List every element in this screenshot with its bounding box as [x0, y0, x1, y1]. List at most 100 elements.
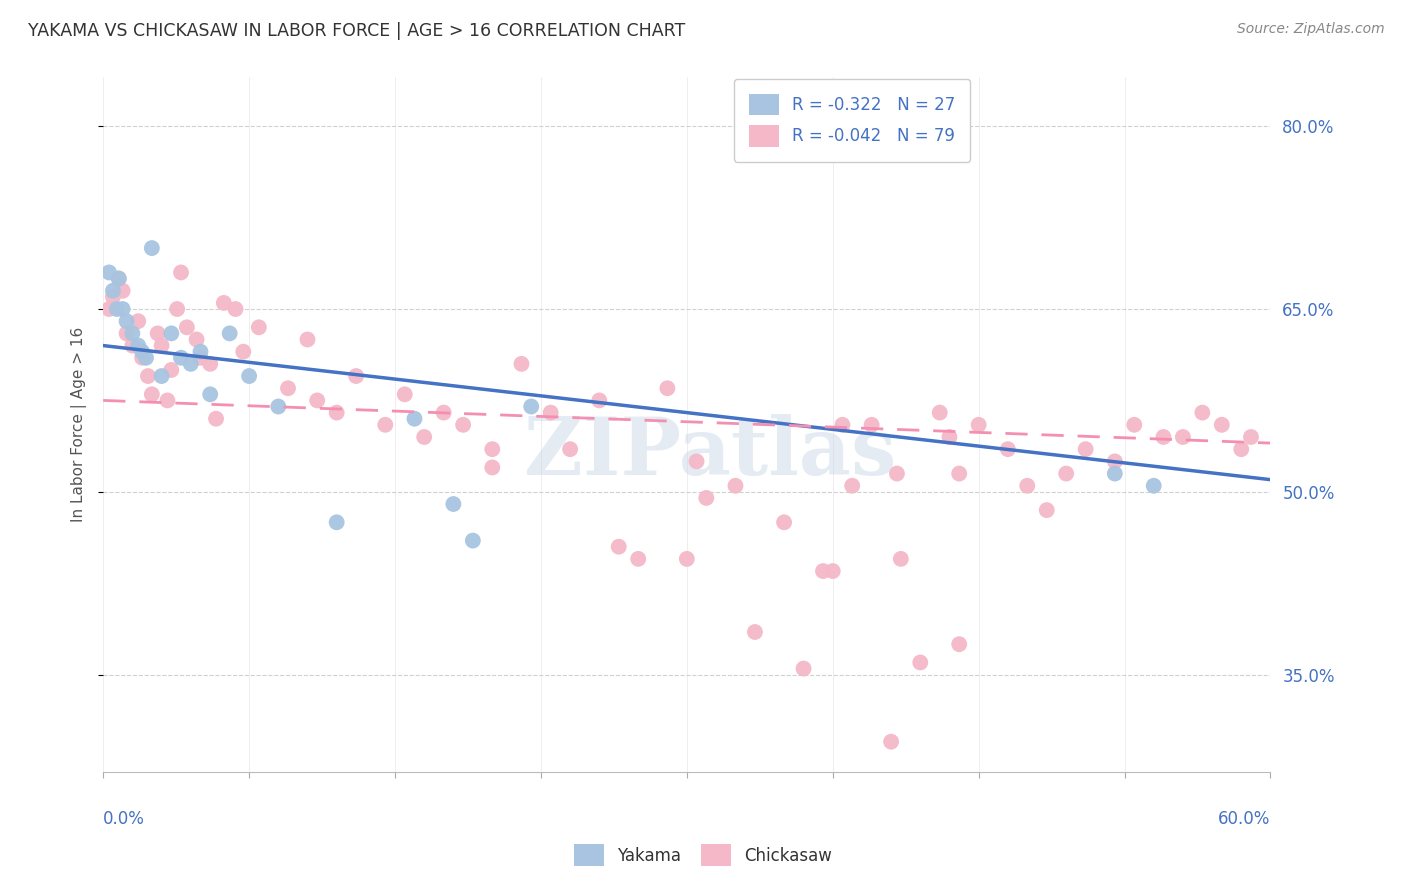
Point	[1152, 430, 1174, 444]
Point	[141, 387, 163, 401]
Point	[180, 357, 202, 371]
Point	[1017, 479, 1039, 493]
Point	[238, 369, 260, 384]
Point	[325, 516, 347, 530]
Point	[131, 351, 153, 365]
Point	[115, 326, 138, 341]
Point	[176, 320, 198, 334]
Point	[1230, 442, 1253, 457]
Text: ZIPatlas: ZIPatlas	[524, 414, 896, 491]
Point	[141, 241, 163, 255]
Point	[218, 326, 240, 341]
Point	[413, 430, 436, 444]
Point	[404, 411, 426, 425]
Point	[1143, 479, 1166, 493]
Point	[200, 357, 222, 371]
Point	[200, 387, 222, 401]
Point	[105, 301, 128, 316]
Point	[224, 301, 246, 316]
Point	[481, 460, 503, 475]
Point	[101, 284, 124, 298]
Point	[588, 393, 610, 408]
Point	[841, 479, 863, 493]
Point	[111, 301, 134, 316]
Point	[1074, 442, 1097, 457]
Point	[890, 552, 912, 566]
Point	[540, 406, 562, 420]
Point	[793, 662, 815, 676]
Point	[127, 338, 149, 352]
Point	[277, 381, 299, 395]
Point	[121, 338, 143, 352]
Point	[880, 734, 903, 748]
Point	[232, 344, 254, 359]
Point	[156, 393, 179, 408]
Point	[307, 393, 329, 408]
Point	[1191, 406, 1213, 420]
Point	[910, 656, 932, 670]
Point	[1123, 417, 1146, 432]
Point	[170, 351, 193, 365]
Point	[1054, 467, 1077, 481]
Point	[1104, 467, 1126, 481]
Point	[107, 271, 129, 285]
Point	[190, 351, 212, 365]
Y-axis label: In Labor Force | Age > 16: In Labor Force | Age > 16	[72, 327, 87, 523]
Point	[695, 491, 717, 505]
Point	[136, 369, 159, 384]
Point	[160, 363, 183, 377]
Point	[451, 417, 474, 432]
Point	[101, 290, 124, 304]
Point	[160, 326, 183, 341]
Point	[344, 369, 367, 384]
Point	[150, 338, 173, 352]
Point	[967, 417, 990, 432]
Point	[135, 351, 157, 365]
Legend: Yakama, Chickasaw: Yakama, Chickasaw	[561, 831, 845, 880]
Point	[510, 357, 533, 371]
Point	[166, 301, 188, 316]
Point	[948, 467, 970, 481]
Point	[150, 369, 173, 384]
Point	[441, 497, 464, 511]
Point	[212, 296, 235, 310]
Point	[1171, 430, 1194, 444]
Point	[948, 637, 970, 651]
Point	[433, 406, 456, 420]
Point	[831, 417, 853, 432]
Point	[98, 265, 121, 279]
Point	[205, 411, 228, 425]
Point	[127, 314, 149, 328]
Point	[111, 284, 134, 298]
Point	[186, 333, 208, 347]
Point	[724, 479, 747, 493]
Point	[860, 417, 883, 432]
Point	[325, 406, 347, 420]
Point	[744, 625, 766, 640]
Point	[627, 552, 650, 566]
Point	[267, 400, 290, 414]
Point	[247, 320, 270, 334]
Text: 0.0%: 0.0%	[103, 810, 145, 829]
Point	[1240, 430, 1263, 444]
Point	[461, 533, 484, 548]
Point	[146, 326, 169, 341]
Point	[1104, 454, 1126, 468]
Point	[374, 417, 396, 432]
Point	[938, 430, 960, 444]
Point	[928, 406, 950, 420]
Point	[520, 400, 543, 414]
Legend: R = -0.322   N = 27, R = -0.042   N = 79: R = -0.322 N = 27, R = -0.042 N = 79	[734, 78, 970, 161]
Text: Source: ZipAtlas.com: Source: ZipAtlas.com	[1237, 22, 1385, 37]
Point	[481, 442, 503, 457]
Point	[121, 326, 143, 341]
Point	[607, 540, 630, 554]
Point	[190, 344, 212, 359]
Point	[773, 516, 796, 530]
Point	[811, 564, 834, 578]
Point	[685, 454, 707, 468]
Point	[297, 333, 319, 347]
Point	[98, 301, 121, 316]
Point	[115, 314, 138, 328]
Point	[886, 467, 908, 481]
